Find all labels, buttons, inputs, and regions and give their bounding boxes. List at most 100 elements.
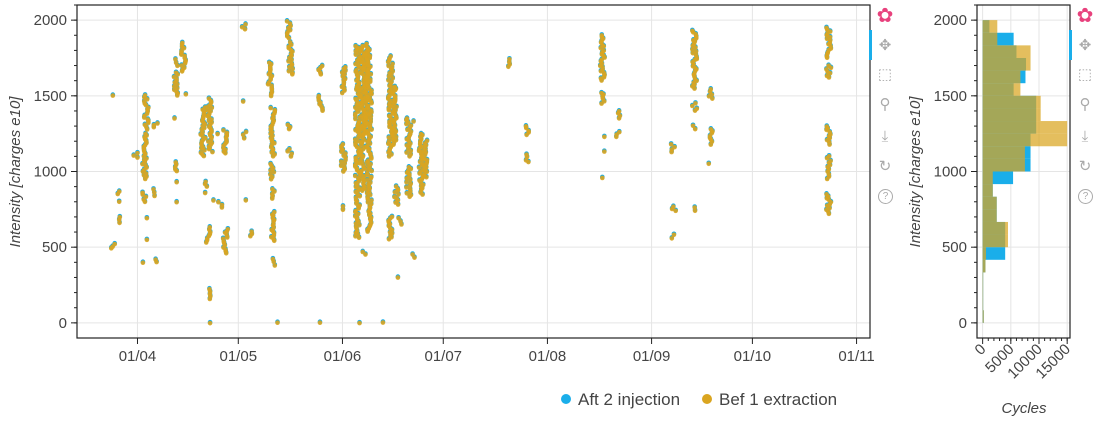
- hist-bar-bef-1-extraction: [982, 146, 1025, 159]
- hist-bar-bef-1-extraction: [982, 20, 998, 33]
- x-tick-label: 01/09: [633, 348, 671, 365]
- point-bef-1-extraction: [690, 123, 696, 129]
- point-bef-1-extraction: [151, 187, 156, 192]
- point-bef-1-extraction: [221, 128, 226, 133]
- point-bef-1-extraction: [110, 93, 116, 98]
- help-icon[interactable]: ?: [878, 189, 893, 204]
- hist-y-tick-label: 0: [959, 315, 967, 332]
- reset-icon[interactable]: ↻: [878, 158, 892, 175]
- point-bef-1-extraction: [392, 84, 398, 90]
- hist-bar-bef-1-extraction: [982, 133, 1068, 147]
- point-bef-1-extraction: [671, 232, 677, 238]
- hist-y-tick-label: 500: [942, 239, 967, 256]
- reset-icon[interactable]: ↻: [1078, 158, 1092, 175]
- save-icon[interactable]: ⤓: [1081, 127, 1089, 145]
- point-bef-1-extraction: [140, 190, 145, 196]
- point-bef-1-extraction: [289, 151, 294, 157]
- hist-bar-bef-1-extraction: [982, 184, 993, 197]
- point-bef-1-extraction: [408, 152, 413, 157]
- hist-y-axis-label: Intensity [charges e10]: [907, 96, 924, 248]
- pan-icon[interactable]: ✥: [1078, 37, 1092, 54]
- point-bef-1-extraction: [407, 177, 413, 183]
- point-bef-1-extraction: [692, 205, 697, 210]
- point-bef-1-extraction: [210, 149, 215, 155]
- point-bef-1-extraction: [171, 74, 177, 80]
- hist-y-tick-label: 2000: [934, 12, 967, 29]
- point-bef-1-extraction: [338, 163, 344, 169]
- point-bef-1-extraction: [287, 146, 292, 152]
- point-bef-1-extraction: [672, 144, 677, 150]
- point-bef-1-extraction: [826, 171, 832, 177]
- point-bef-1-extraction: [824, 124, 830, 129]
- point-bef-1-extraction: [211, 198, 216, 203]
- hist-bar-bef-1-extraction: [982, 247, 987, 260]
- point-bef-1-extraction: [203, 179, 208, 185]
- box-zoom-icon[interactable]: ⬚: [877, 66, 893, 83]
- point-bef-1-extraction: [207, 320, 213, 326]
- point-bef-1-extraction: [408, 129, 414, 134]
- point-bef-1-extraction: [215, 131, 220, 137]
- hist-bars: [982, 20, 1068, 323]
- point-bef-1-extraction: [408, 123, 414, 129]
- point-bef-1-extraction: [316, 93, 322, 99]
- point-bef-1-extraction: [708, 127, 714, 132]
- point-bef-1-extraction: [392, 194, 397, 200]
- point-bef-1-extraction: [173, 60, 179, 66]
- point-bef-1-extraction: [524, 152, 529, 157]
- point-bef-1-extraction: [360, 43, 365, 49]
- point-bef-1-extraction: [710, 96, 715, 101]
- wheel-zoom-icon[interactable]: ⚲: [1079, 96, 1091, 113]
- point-bef-1-extraction: [690, 28, 695, 34]
- point-bef-1-extraction: [286, 69, 292, 74]
- point-bef-1-extraction: [369, 198, 374, 203]
- point-bef-1-extraction: [706, 161, 712, 167]
- point-bef-1-extraction: [173, 57, 178, 62]
- save-icon[interactable]: ⤓: [881, 127, 889, 145]
- point-bef-1-extraction: [668, 142, 674, 147]
- point-bef-1-extraction: [353, 116, 358, 122]
- point-bef-1-extraction: [404, 191, 410, 196]
- point-bef-1-extraction: [602, 149, 607, 154]
- point-bef-1-extraction: [352, 137, 358, 142]
- point-bef-1-extraction: [144, 237, 150, 243]
- point-bef-1-extraction: [287, 40, 293, 45]
- x-tick-label: 01/10: [734, 348, 772, 365]
- legend-label-aft-2-injection[interactable]: Aft 2 injection: [578, 390, 680, 409]
- x-tick-label: 01/04: [119, 348, 157, 365]
- pan-icon[interactable]: ✥: [878, 37, 892, 54]
- point-bef-1-extraction: [408, 181, 414, 187]
- point-bef-1-extraction: [143, 131, 148, 137]
- point-bef-1-extraction: [386, 113, 392, 119]
- point-bef-1-extraction: [116, 189, 122, 194]
- point-bef-1-extraction: [361, 60, 366, 66]
- point-bef-1-extraction: [356, 119, 362, 124]
- box-zoom-icon[interactable]: ⬚: [1077, 66, 1093, 83]
- wheel-zoom-icon[interactable]: ⚲: [879, 96, 891, 113]
- point-bef-1-extraction: [219, 202, 225, 208]
- hist-bar-bef-1-extraction: [982, 272, 984, 286]
- point-bef-1-extraction: [404, 180, 409, 185]
- point-bef-1-extraction: [616, 109, 622, 114]
- main-y-axis-label: Intensity [charges e10]: [7, 96, 24, 248]
- point-bef-1-extraction: [272, 263, 278, 268]
- hist-bar-bef-1-extraction: [982, 310, 984, 323]
- point-bef-1-extraction: [390, 76, 396, 81]
- legend-label-bef-1-extraction[interactable]: Bef 1 extraction: [719, 390, 837, 409]
- legend[interactable]: Aft 2 injection Bef 1 extraction: [561, 390, 837, 409]
- point-bef-1-extraction: [198, 150, 204, 156]
- hist-bar-bef-1-extraction: [982, 70, 1021, 84]
- point-bef-1-extraction: [343, 65, 348, 70]
- point-bef-1-extraction: [179, 63, 184, 68]
- point-bef-1-extraction: [284, 19, 290, 24]
- point-bef-1-extraction: [143, 194, 149, 200]
- help-icon[interactable]: ?: [1078, 189, 1093, 204]
- point-bef-1-extraction: [407, 186, 413, 192]
- point-bef-1-extraction: [338, 159, 344, 165]
- point-bef-1-extraction: [824, 67, 829, 72]
- point-bef-1-extraction: [600, 175, 605, 181]
- point-bef-1-extraction: [406, 165, 412, 170]
- point-bef-1-extraction: [290, 70, 295, 76]
- hist-bar-bef-1-extraction: [982, 158, 1025, 172]
- x-tick-label: 01/05: [220, 348, 258, 365]
- hist-bar-bef-1-extraction: [982, 108, 1041, 122]
